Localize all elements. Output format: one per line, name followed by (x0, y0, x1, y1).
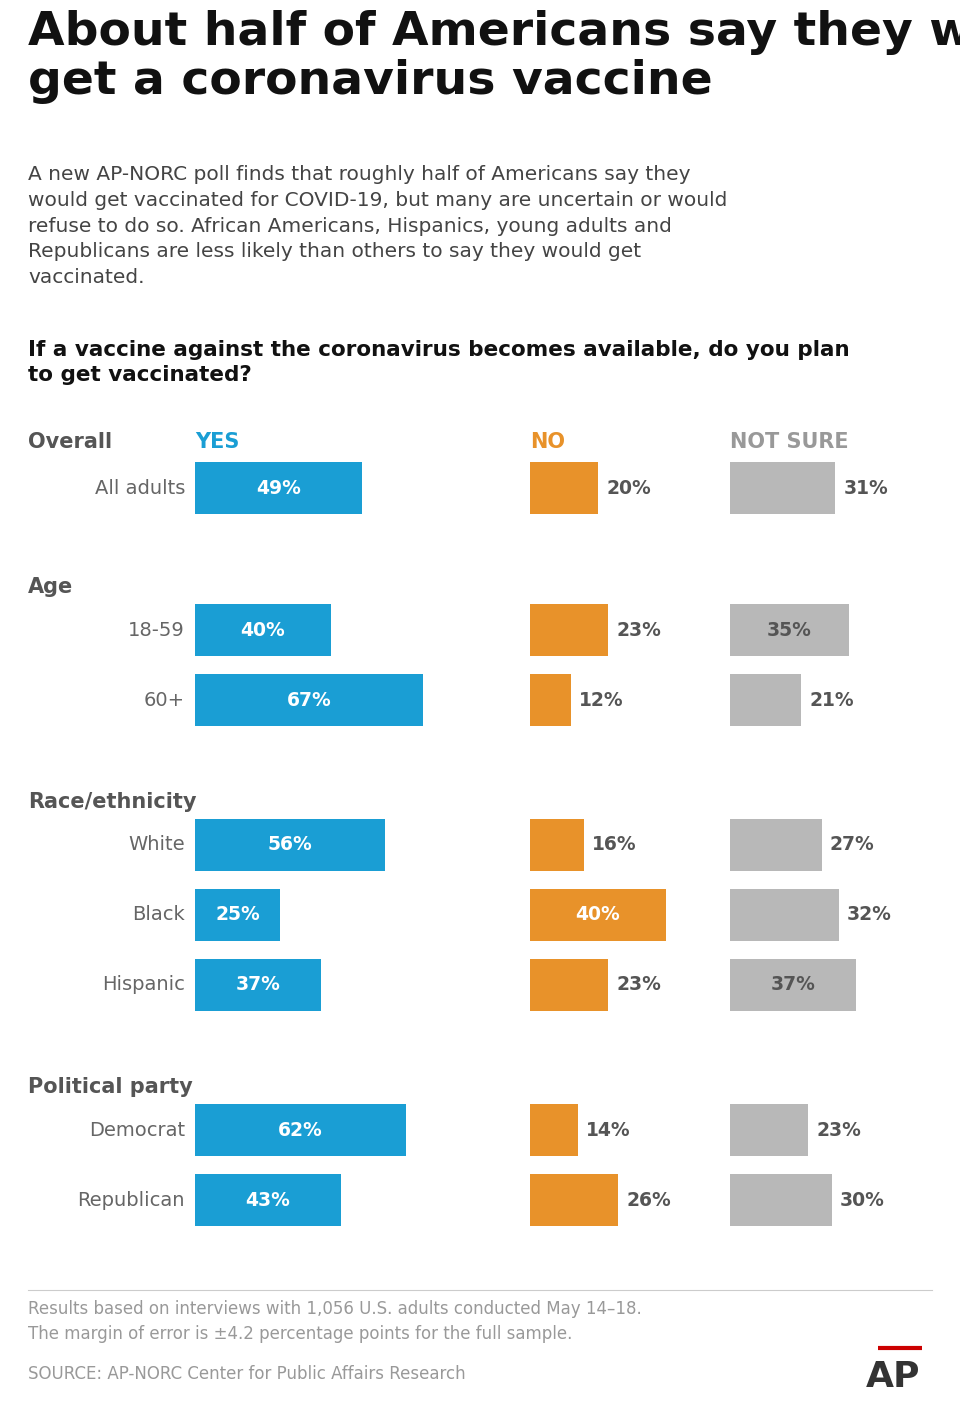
Text: 27%: 27% (829, 835, 875, 855)
Text: 37%: 37% (771, 975, 815, 995)
Text: 60+: 60+ (144, 691, 185, 709)
Bar (530, 1174, 618, 1225)
Text: White: White (129, 835, 185, 855)
Bar (195, 819, 385, 872)
Text: 35%: 35% (767, 621, 812, 640)
Text: YES: YES (195, 432, 239, 451)
Text: 25%: 25% (215, 906, 260, 924)
Bar (730, 889, 839, 941)
Text: 31%: 31% (844, 478, 888, 498)
Bar (195, 674, 422, 726)
Text: NO: NO (530, 432, 565, 451)
Text: Democrat: Democrat (89, 1121, 185, 1139)
Bar (530, 1104, 578, 1156)
Text: Black: Black (132, 906, 185, 924)
Text: 49%: 49% (256, 478, 300, 498)
Text: 18-59: 18-59 (129, 621, 185, 640)
Text: If a vaccine against the coronavirus becomes available, do you plan
to get vacci: If a vaccine against the coronavirus bec… (28, 340, 850, 385)
Text: SOURCE: AP-NORC Center for Public Affairs Research: SOURCE: AP-NORC Center for Public Affair… (28, 1365, 466, 1382)
Text: 16%: 16% (592, 835, 637, 855)
Text: NOT SURE: NOT SURE (730, 432, 849, 451)
Text: Political party: Political party (28, 1077, 193, 1097)
Bar (530, 463, 598, 514)
Bar (195, 889, 280, 941)
Text: About half of Americans say they would
get a coronavirus vaccine: About half of Americans say they would g… (28, 10, 960, 103)
Text: Race/ethnicity: Race/ethnicity (28, 792, 197, 812)
Bar (730, 959, 855, 1010)
Bar (730, 463, 835, 514)
Bar (730, 1104, 808, 1156)
Bar (530, 959, 609, 1010)
Bar (730, 1174, 832, 1225)
Text: 40%: 40% (576, 906, 620, 924)
Bar (530, 819, 585, 872)
Text: Overall: Overall (28, 432, 112, 451)
Text: 62%: 62% (278, 1121, 323, 1139)
Bar (530, 889, 666, 941)
Text: All adults: All adults (95, 478, 185, 498)
Text: 21%: 21% (809, 691, 854, 709)
Bar (730, 604, 849, 657)
Bar (730, 674, 802, 726)
Bar (530, 674, 571, 726)
Text: 23%: 23% (816, 1121, 861, 1139)
Text: Hispanic: Hispanic (102, 975, 185, 995)
Text: 26%: 26% (626, 1190, 671, 1210)
Text: 67%: 67% (286, 691, 331, 709)
Bar (195, 959, 321, 1010)
Bar (195, 1174, 341, 1225)
Text: 43%: 43% (246, 1190, 291, 1210)
Text: 23%: 23% (616, 621, 661, 640)
Bar (195, 1104, 406, 1156)
Text: 40%: 40% (241, 621, 285, 640)
Text: 32%: 32% (847, 906, 892, 924)
Bar (730, 819, 822, 872)
Text: Age: Age (28, 577, 73, 597)
Text: 14%: 14% (586, 1121, 630, 1139)
Text: A new AP-NORC poll finds that roughly half of Americans say they
would get vacci: A new AP-NORC poll finds that roughly ha… (28, 166, 728, 287)
Bar (195, 604, 331, 657)
Text: AP: AP (866, 1360, 920, 1394)
Text: Republican: Republican (78, 1190, 185, 1210)
Text: 12%: 12% (579, 691, 623, 709)
Text: 30%: 30% (840, 1190, 885, 1210)
Text: 37%: 37% (235, 975, 280, 995)
Text: 20%: 20% (606, 478, 651, 498)
Text: 56%: 56% (268, 835, 313, 855)
Bar (195, 463, 362, 514)
Text: 23%: 23% (616, 975, 661, 995)
Bar (530, 604, 609, 657)
Text: Results based on interviews with 1,056 U.S. adults conducted May 14–18.
The marg: Results based on interviews with 1,056 U… (28, 1300, 641, 1343)
